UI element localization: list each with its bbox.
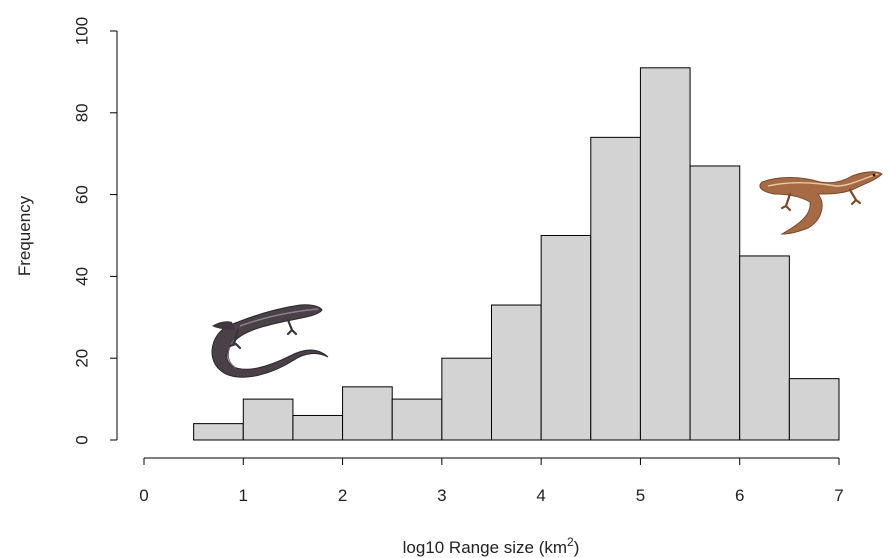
histogram-bar-3 [343,387,393,440]
y-tick-label-5: 100 [73,17,92,45]
histogram-bar-4 [392,399,442,440]
histogram-bar-10 [690,166,740,440]
histogram-bar-9 [640,68,690,440]
x-axis-title-suffix: ) [574,538,580,557]
x-axis-title-text: log10 Range size (km [403,538,567,557]
x-axis-title: log10 Range size (km2) [403,535,580,557]
y-tick-label-4: 80 [73,103,92,122]
histogram-bar-5 [442,358,492,440]
x-tick-label-4: 4 [536,486,545,505]
y-axis-title: Frequency [15,195,34,276]
x-tick-label-7: 7 [834,486,843,505]
histogram-bar-11 [740,256,790,440]
histogram-bar-1 [243,399,293,440]
x-axis: 0 1 2 3 4 5 6 7 [139,458,843,505]
histogram-bars [194,68,839,440]
x-tick-label-6: 6 [735,486,744,505]
histogram-bar-0 [194,424,244,440]
y-tick-label-3: 60 [73,185,92,204]
x-tick-label-1: 1 [239,486,248,505]
x-tick-label-5: 5 [636,486,645,505]
brown-lizard-illustration [760,172,882,234]
y-axis: 0 20 40 60 80 100 [73,17,118,445]
histogram-bar-12 [789,379,839,440]
histogram-bar-2 [293,415,343,440]
histogram-bar-7 [541,236,591,441]
y-tick-label-0: 0 [73,435,92,444]
dark-lizard-illustration [212,305,328,377]
x-tick-label-3: 3 [437,486,446,505]
y-tick-label-1: 20 [73,349,92,368]
y-tick-label-2: 40 [73,267,92,286]
x-tick-label-0: 0 [139,486,148,505]
x-tick-label-2: 2 [338,486,347,505]
histogram-bar-8 [591,137,641,440]
histogram-bar-6 [492,305,542,440]
